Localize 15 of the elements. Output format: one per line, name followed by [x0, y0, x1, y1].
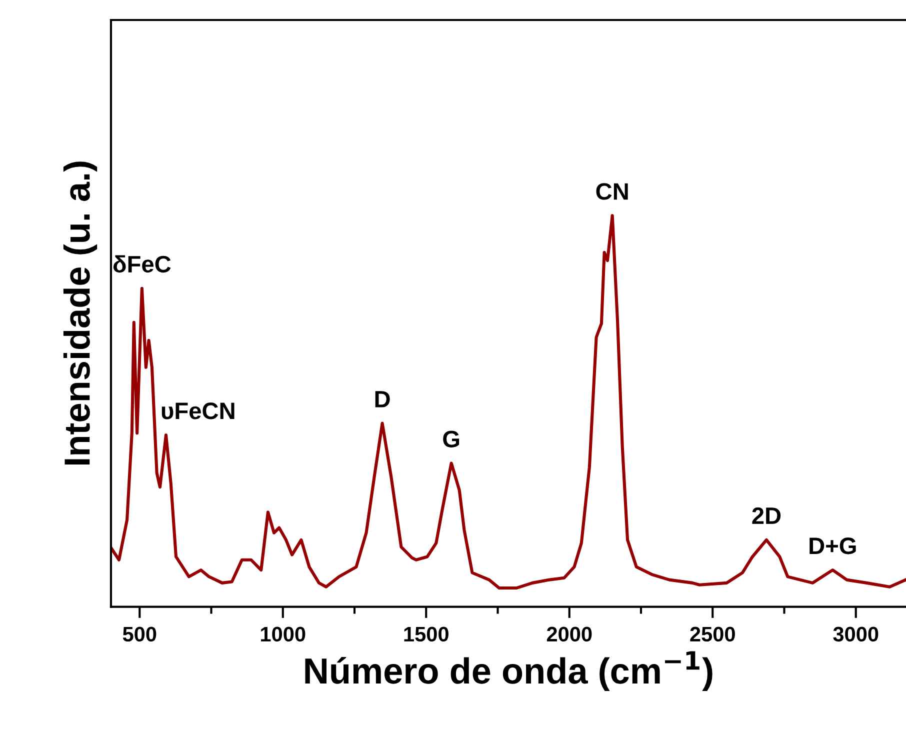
- x-tick-label: 1500: [404, 626, 448, 642]
- x-tick-label: 1000: [261, 626, 306, 642]
- annotation: D+G: [810, 538, 856, 554]
- x-tick-label: 500: [122, 626, 156, 642]
- y-axis-title: Intensidade (u. a.): [63, 162, 98, 464]
- annotation: 2D: [752, 507, 781, 524]
- annotation: G: [443, 430, 460, 448]
- x-tick-label: 2500: [690, 626, 735, 642]
- annotation: δFeC: [113, 255, 171, 273]
- annotation: D: [375, 391, 390, 408]
- annotation: CN: [596, 183, 628, 200]
- annotation: υFeCN: [162, 402, 234, 420]
- x-tick-label: 3000: [833, 626, 878, 642]
- x-axis-title: Número de onda (cm$^{−1}$): [305, 651, 712, 691]
- x-tick-label: 2000: [546, 626, 592, 642]
